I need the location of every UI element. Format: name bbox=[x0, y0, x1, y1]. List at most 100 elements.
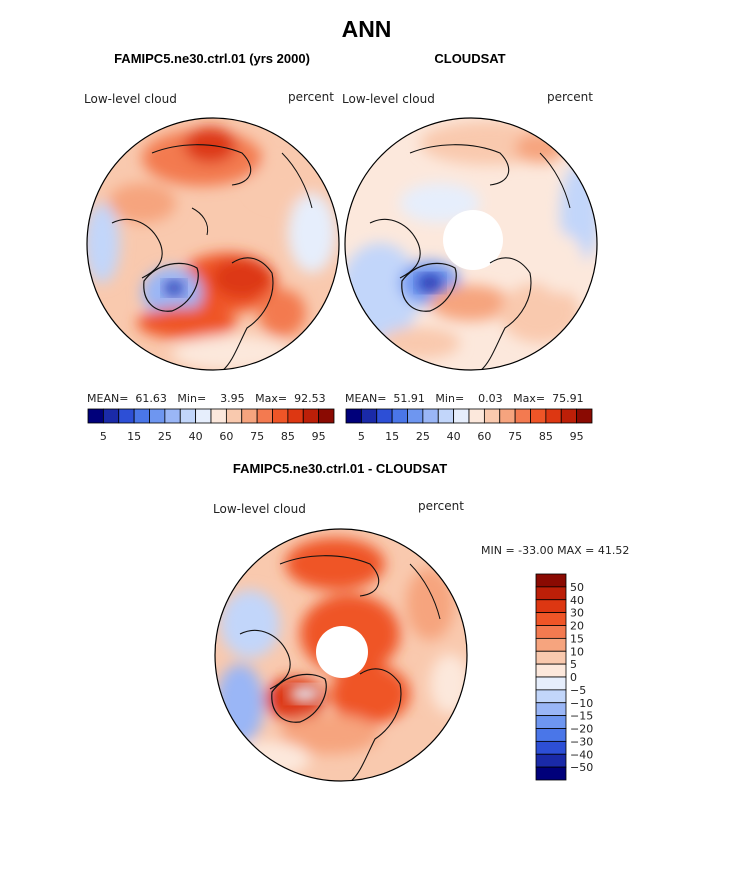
colorbar-box bbox=[453, 408, 470, 424]
panel2-units-label: percent bbox=[547, 90, 593, 104]
colorbar-tick-label: 30 bbox=[570, 607, 584, 620]
colorbar-box bbox=[118, 408, 135, 424]
colorbar-box bbox=[535, 740, 567, 755]
colorbar-box bbox=[535, 573, 567, 588]
colorbar-box bbox=[360, 408, 378, 424]
panel1-stats: MEAN= 61.63 Min= 3.95 Max= 92.53 bbox=[87, 392, 326, 405]
colorbar-box bbox=[102, 408, 120, 424]
panel3-polar-gap bbox=[316, 626, 368, 678]
colorbar-tick-label: 95 bbox=[570, 430, 584, 443]
colorbar-box bbox=[179, 408, 197, 424]
panel2-polar-map bbox=[344, 117, 598, 371]
colorbar-tick-label: 75 bbox=[250, 430, 264, 443]
panel2-colorbar: 5 15 25 40 60 75 85 95 bbox=[345, 408, 593, 443]
colorbar-tick-label: 85 bbox=[281, 430, 295, 443]
colorbar-box bbox=[535, 586, 567, 601]
colorbar-tick-label: −15 bbox=[570, 710, 593, 723]
colorbar-tick-label: 25 bbox=[158, 430, 172, 443]
colorbar-tick-label: 40 bbox=[447, 430, 461, 443]
colorbar-tick-label: 25 bbox=[416, 430, 430, 443]
panel2-variable-label: Low-level cloud bbox=[342, 92, 435, 106]
colorbar-box bbox=[530, 408, 547, 424]
colorbar-tick-label: −40 bbox=[570, 748, 593, 761]
colorbar-box bbox=[535, 676, 567, 691]
colorbar-box bbox=[535, 715, 567, 729]
colorbar-tick-label: 75 bbox=[508, 430, 522, 443]
panel2-polar-gap bbox=[443, 210, 503, 270]
colorbar-tick-label: 40 bbox=[189, 430, 203, 443]
colorbar-box bbox=[287, 408, 304, 424]
colorbar-tick-label: 85 bbox=[539, 430, 553, 443]
colorbar-box bbox=[437, 408, 455, 424]
colorbar-box bbox=[535, 599, 567, 614]
colorbar-tick-label: 60 bbox=[219, 430, 233, 443]
colorbar-tick-label: 15 bbox=[385, 430, 399, 443]
colorbar-box bbox=[87, 408, 104, 424]
colorbar-tick-label: 5 bbox=[570, 658, 577, 671]
colorbar-tick-label: 50 bbox=[570, 581, 584, 594]
colorbar-box bbox=[483, 408, 501, 424]
colorbar-box bbox=[407, 408, 424, 424]
colorbar-box bbox=[535, 650, 567, 665]
panel3-variable-label: Low-level cloud bbox=[213, 502, 306, 516]
colorbar-tick-label: −5 bbox=[570, 684, 586, 697]
colorbar-tick-label: 5 bbox=[100, 430, 107, 443]
colorbar-box bbox=[241, 408, 258, 424]
panel1-title: FAMIPC5.ne30.ctrl.01 (yrs 2000) bbox=[114, 51, 310, 66]
colorbar-box bbox=[422, 408, 439, 424]
colorbar-box bbox=[535, 663, 567, 678]
colorbar-box bbox=[545, 408, 562, 424]
panel3-polar-map bbox=[214, 528, 468, 782]
colorbar-tick-label: 10 bbox=[570, 645, 584, 658]
colorbar-box bbox=[535, 689, 567, 704]
colorbar-box bbox=[535, 766, 567, 781]
panel3-units-label: percent bbox=[418, 499, 464, 513]
colorbar-box bbox=[535, 702, 567, 717]
panel1-units-label: percent bbox=[288, 90, 334, 104]
colorbar-box bbox=[576, 408, 593, 424]
colorbar-tick-label: 5 bbox=[358, 430, 365, 443]
colorbar-box bbox=[345, 408, 362, 424]
panel1-variable-label: Low-level cloud bbox=[84, 92, 177, 106]
colorbar-box bbox=[391, 408, 408, 424]
panel3-min-max: MIN = -33.00 MAX = 41.52 bbox=[481, 544, 630, 557]
colorbar-tick-label: 20 bbox=[570, 620, 584, 633]
panel1-colorbar: 5 15 25 40 60 75 85 95 bbox=[87, 408, 335, 443]
colorbar-box bbox=[376, 408, 393, 424]
colorbar-box bbox=[560, 408, 578, 424]
colorbar-tick-label: −50 bbox=[570, 761, 593, 774]
colorbar-box bbox=[272, 408, 289, 424]
colorbar-box bbox=[499, 408, 516, 424]
colorbar-tick-label: −10 bbox=[570, 697, 593, 710]
colorbar-tick-label: 60 bbox=[477, 430, 491, 443]
panel2-title: CLOUDSAT bbox=[434, 51, 506, 66]
colorbar-box bbox=[535, 625, 567, 639]
colorbar-tick-label: −20 bbox=[570, 723, 593, 736]
panel1-polar-map bbox=[86, 117, 340, 371]
colorbar-box bbox=[535, 612, 567, 626]
colorbar-box bbox=[468, 408, 485, 424]
colorbar-box bbox=[195, 408, 212, 424]
colorbar-tick-label: −30 bbox=[570, 735, 593, 748]
colorbar-box bbox=[535, 753, 567, 768]
panel2-stats: MEAN= 51.91 Min= 0.03 Max= 75.91 bbox=[345, 392, 584, 405]
panel3-title: FAMIPC5.ne30.ctrl.01 - CLOUDSAT bbox=[232, 461, 448, 476]
colorbar-box bbox=[318, 408, 335, 424]
colorbar-tick-label: 95 bbox=[312, 430, 326, 443]
colorbar-box bbox=[210, 408, 227, 424]
colorbar-box bbox=[225, 408, 243, 424]
page-title: ANN bbox=[341, 16, 392, 42]
colorbar-box bbox=[535, 637, 567, 652]
colorbar-box bbox=[133, 408, 150, 424]
colorbar-tick-label: 15 bbox=[570, 632, 584, 645]
colorbar-box bbox=[256, 408, 273, 424]
colorbar-box bbox=[149, 408, 166, 424]
colorbar-box bbox=[514, 408, 531, 424]
colorbar-box bbox=[164, 408, 181, 424]
colorbar-tick-label: 40 bbox=[570, 594, 584, 607]
colorbar-box bbox=[535, 728, 567, 742]
colorbar-tick-label: 0 bbox=[570, 671, 577, 684]
colorbar-box bbox=[302, 408, 320, 424]
colorbar-tick-label: 15 bbox=[127, 430, 141, 443]
